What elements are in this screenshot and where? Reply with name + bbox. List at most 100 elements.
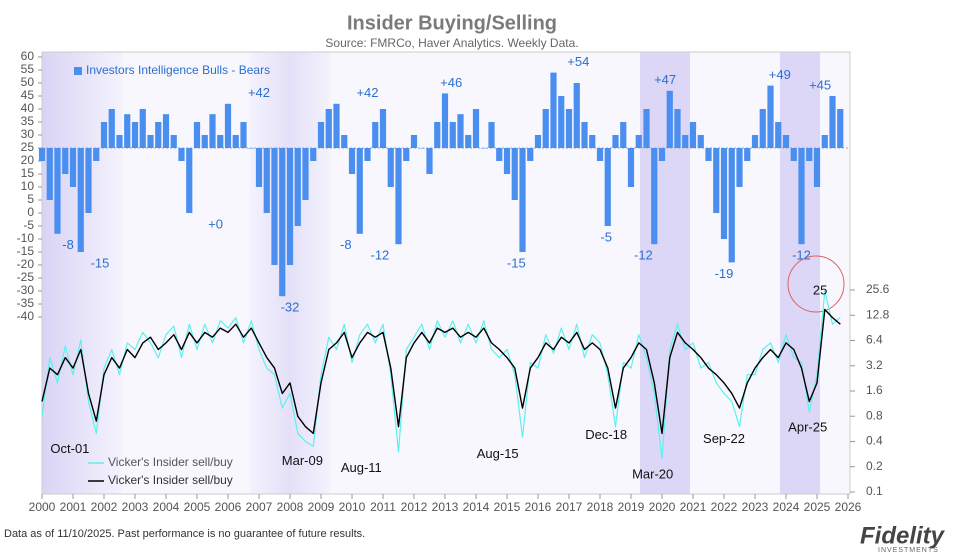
- y2-tick-label: 0.1: [866, 484, 883, 498]
- bar: [465, 135, 472, 148]
- bar: [581, 122, 588, 148]
- bar: [457, 114, 464, 148]
- annotation: +49: [769, 67, 791, 82]
- y2-tick-label: 0.8: [866, 408, 883, 422]
- legend-swatch: [74, 67, 82, 75]
- x-tick-label: 2002: [91, 500, 118, 514]
- y2-tick-label: 0.2: [866, 459, 883, 473]
- annotation: Oct-01: [50, 441, 89, 456]
- x-tick-label: 2017: [556, 500, 583, 514]
- bar: [217, 135, 224, 148]
- bar: [736, 148, 743, 187]
- bar: [627, 148, 635, 187]
- y-tick-label: 25: [21, 140, 35, 154]
- annotation: Apr-25: [788, 419, 827, 434]
- bar: [85, 148, 92, 213]
- bar: [271, 148, 278, 265]
- bar: [54, 148, 61, 234]
- bar: [589, 135, 596, 148]
- bar: [449, 122, 456, 148]
- x-tick-label: 2026: [835, 500, 862, 514]
- annotation: Aug-15: [477, 446, 519, 461]
- bar: [108, 109, 115, 148]
- bar: [643, 109, 650, 148]
- y-tick-label: -25: [17, 270, 35, 284]
- y-tick-label: 35: [21, 114, 35, 128]
- y-tick-label: -10: [17, 231, 35, 245]
- x-tick-label: 2004: [153, 500, 180, 514]
- y-tick-label: -15: [17, 244, 35, 258]
- bar: [348, 148, 356, 174]
- bar: [751, 135, 759, 148]
- bar: [100, 122, 108, 148]
- bar: [829, 96, 836, 148]
- annotation: Mar-09: [282, 453, 323, 468]
- bar: [798, 148, 805, 245]
- legend-bottom: Vicker's Insider sell/buy Vicker's Insid…: [88, 455, 233, 487]
- bar: [170, 135, 177, 148]
- bar: [155, 122, 162, 148]
- x-tick-label: 2022: [711, 500, 738, 514]
- x-tick-label: 2006: [215, 500, 242, 514]
- bar: [782, 135, 790, 148]
- bar: [317, 122, 325, 148]
- y-tick-label: -40: [17, 309, 35, 323]
- bar: [124, 114, 131, 148]
- bar: [263, 148, 270, 213]
- bar: [674, 109, 681, 148]
- x-tick-label: 2019: [618, 500, 645, 514]
- annotation: -32: [281, 300, 300, 315]
- bar: [658, 148, 666, 161]
- plot-frame: [41, 51, 851, 495]
- logo: Fidelity: [860, 522, 946, 549]
- bar: [767, 85, 774, 148]
- x-tick-label: 2005: [184, 500, 211, 514]
- bar: [426, 148, 433, 174]
- bar: [224, 103, 232, 148]
- annotation: -19: [715, 266, 734, 281]
- bar: [410, 135, 418, 148]
- annotation: +47: [654, 72, 676, 87]
- bar: [294, 148, 301, 226]
- highlight-circle: [787, 255, 845, 313]
- x-tick-label: 2020: [649, 500, 676, 514]
- x-tick-label: 2001: [60, 500, 87, 514]
- x-tick-label: 2021: [680, 500, 707, 514]
- x-tick-label: 2024: [773, 500, 800, 514]
- chart-subtitle: Source: FMRCo, Haver Analytics. Weekly D…: [325, 36, 578, 50]
- bar: [302, 148, 309, 200]
- bar: [418, 148, 425, 149]
- x-tick-label: 2016: [525, 500, 552, 514]
- y-tick-label: 30: [21, 127, 35, 141]
- annotation: +42: [356, 85, 378, 100]
- legend-top: Investors Intelligence Bulls - Bears: [74, 63, 270, 77]
- bar: [612, 135, 619, 148]
- annotation: +54: [567, 54, 589, 69]
- annotation: -8: [340, 237, 352, 252]
- bar: [69, 148, 77, 187]
- x-tick-label: 2007: [246, 500, 273, 514]
- y-tick-label: 20: [21, 153, 35, 167]
- bar: [209, 114, 216, 148]
- bar: [201, 135, 208, 148]
- annotation: -12: [634, 248, 653, 263]
- annotation: Sep-22: [703, 431, 745, 446]
- bar: [503, 148, 511, 174]
- annotation: -5: [600, 229, 612, 244]
- x-tick-label: 2008: [277, 500, 304, 514]
- bar: [46, 148, 53, 200]
- bar: [705, 148, 712, 161]
- line: [41, 290, 841, 460]
- bar: [116, 135, 123, 148]
- annotation: -12: [792, 248, 811, 263]
- bar: [511, 148, 518, 200]
- y-tick-label: 15: [21, 166, 35, 180]
- bar: [744, 148, 751, 161]
- bar: [821, 135, 828, 148]
- y2-tick-label: 6.4: [866, 333, 883, 347]
- bar: [519, 148, 526, 252]
- bar: [178, 148, 185, 161]
- y2-tick-label: 25.6: [866, 282, 890, 296]
- bar: [310, 148, 317, 161]
